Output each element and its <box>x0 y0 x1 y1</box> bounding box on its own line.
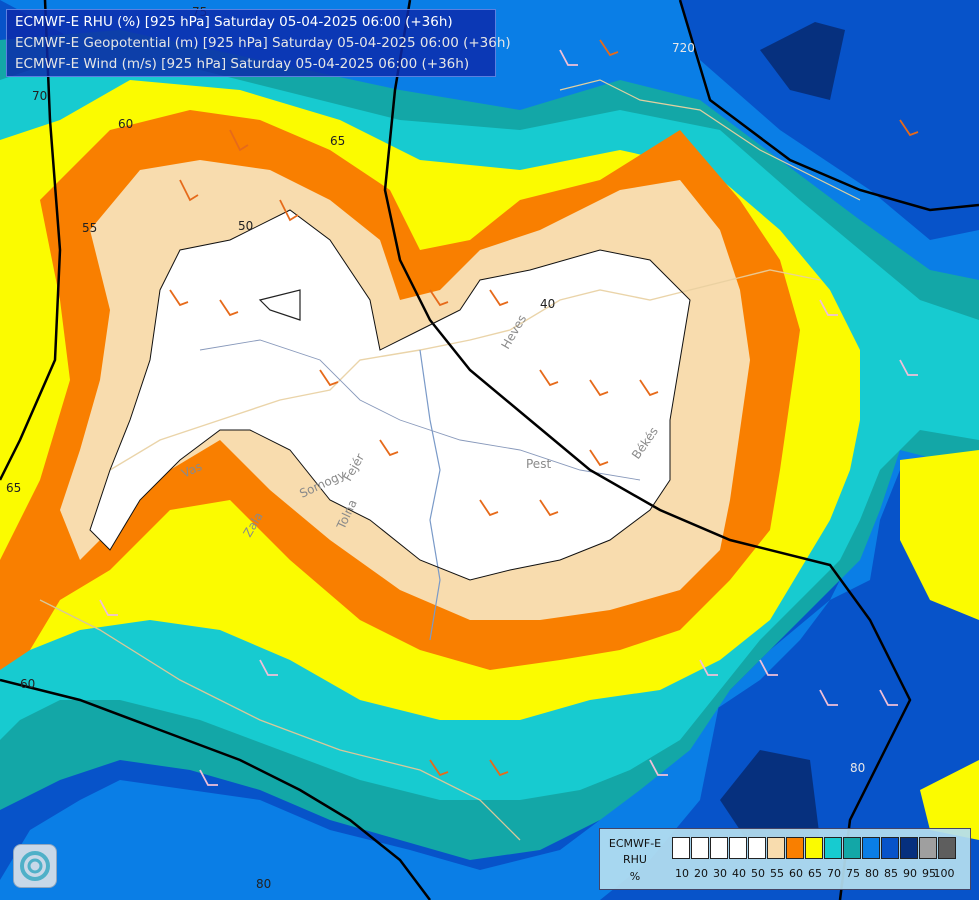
border-line <box>39 599 521 841</box>
rhu-contour <box>89 209 691 581</box>
legend-tick: 100 <box>933 867 955 880</box>
contour-label: 60 <box>20 677 35 691</box>
contour-label: 50 <box>238 219 253 233</box>
legend-swatch <box>900 837 918 859</box>
legend-swatch <box>710 837 728 859</box>
legend-tick: 90 <box>903 867 917 880</box>
legend-title: RHU <box>623 853 647 866</box>
title-rhu: ECMWF-E RHU (%) [925 hPa] Saturday 05-04… <box>15 14 453 30</box>
contour-labels: 75 70 65 60 55 50 65 60 80 720 80 40 <box>6 5 865 891</box>
contour-label: 65 <box>330 134 345 148</box>
weather-logo-icon <box>13 844 57 888</box>
title-geopotential: ECMWF-E Geopotential (m) [925 hPa] Satur… <box>15 35 511 51</box>
legend-swatch <box>862 837 880 859</box>
geopotential-contour <box>0 678 431 900</box>
legend-swatch <box>938 837 956 859</box>
legend-tick: 55 <box>770 867 784 880</box>
legend-swatch <box>843 837 861 859</box>
legend-tick: 20 <box>694 867 708 880</box>
legend-swatch <box>805 837 823 859</box>
band-60-65-se <box>920 760 979 840</box>
wind-barbs <box>99 39 919 786</box>
legend-tick: 30 <box>713 867 727 880</box>
legend-swatch <box>729 837 747 859</box>
border-line <box>559 79 861 201</box>
border-line <box>109 269 821 471</box>
legend-tick: 10 <box>675 867 689 880</box>
legend-swatch <box>691 837 709 859</box>
legend-swatch <box>919 837 937 859</box>
legend-swatch <box>672 837 690 859</box>
legend-swatch <box>767 837 785 859</box>
contour-label: 60 <box>118 117 133 131</box>
legend-tick: 70 <box>827 867 841 880</box>
map-title-box: ECMWF-E RHU (%) [925 hPa] Saturday 05-04… <box>6 9 511 77</box>
legend-tick: 85 <box>884 867 898 880</box>
legend-tick: 40 <box>732 867 746 880</box>
legend-tick: 65 <box>808 867 822 880</box>
band-below-50 <box>90 210 690 580</box>
legend-tick: 60 <box>789 867 803 880</box>
legend-unit: % <box>629 870 641 883</box>
geopotential-contour <box>678 0 979 212</box>
legend-swatch <box>786 837 804 859</box>
border-line <box>419 349 441 641</box>
legend-tick: 75 <box>846 867 860 880</box>
legend-swatch <box>824 837 842 859</box>
contour-label: 80 <box>256 877 271 891</box>
contour-label: 40 <box>540 297 555 311</box>
contour-label: 65 <box>6 481 21 495</box>
place-label: Pest <box>526 457 551 471</box>
legend-swatch <box>748 837 766 859</box>
geopotential-contour <box>383 0 912 900</box>
band-85-90 <box>760 22 845 100</box>
rhu-legend: ECMWF-E RHU % 10 20 30 40 50 55 60 65 70 75 80 85 90… <box>599 828 971 890</box>
legend-tick: 50 <box>751 867 765 880</box>
legend-tick: 95 <box>922 867 936 880</box>
contour-label: 55 <box>82 221 97 235</box>
title-wind: ECMWF-E Wind (m/s) [925 hPa] Saturday 05… <box>15 56 470 72</box>
contour-label: 720 <box>672 41 695 55</box>
band-60-65-east <box>900 450 979 620</box>
legend-tick: 80 <box>865 867 879 880</box>
legend-title: ECMWF-E <box>608 837 662 850</box>
border-line <box>258 289 301 321</box>
legend-swatch <box>881 837 899 859</box>
contour-label: 80 <box>850 761 865 775</box>
contour-label: 70 <box>32 89 47 103</box>
border-line <box>199 339 641 481</box>
geopotential-contour <box>0 0 62 481</box>
